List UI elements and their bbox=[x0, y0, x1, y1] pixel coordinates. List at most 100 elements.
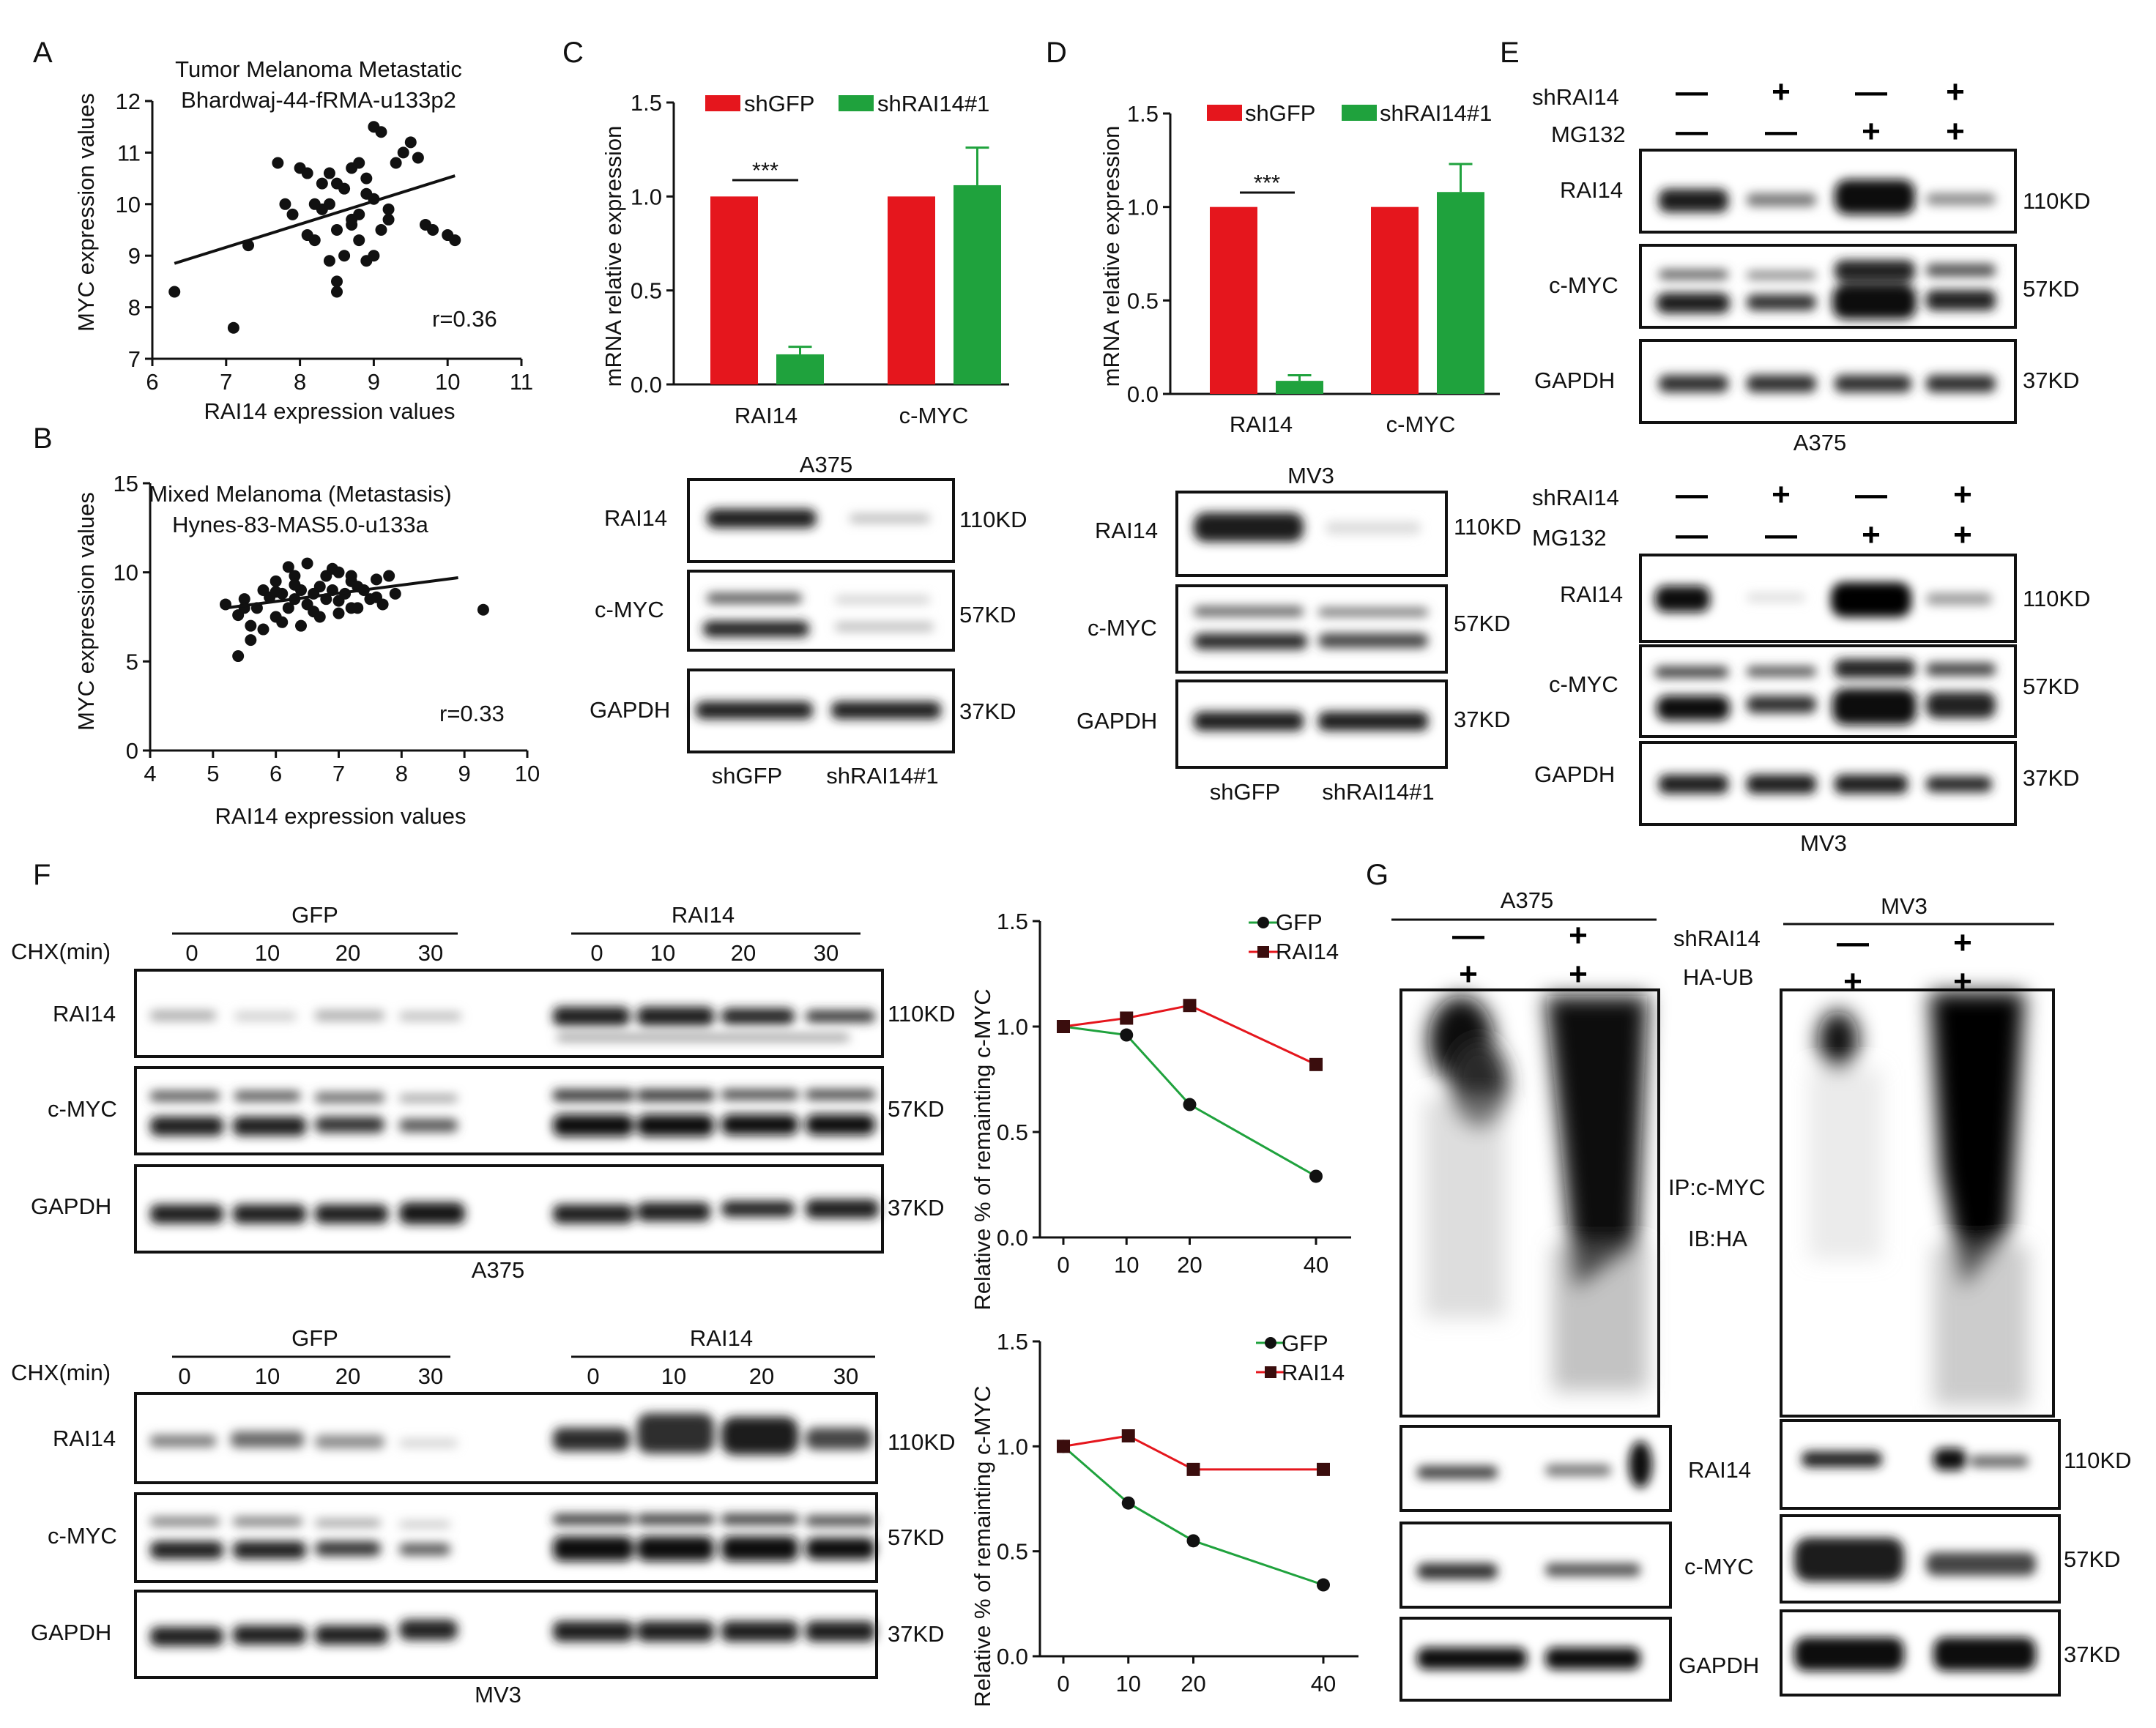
panel-f-a375-point-RAI14 bbox=[1309, 1057, 1323, 1071]
panel-a-regression-line bbox=[174, 174, 456, 265]
panel-a-y-tick-label: 12 bbox=[116, 89, 141, 114]
panel-f-top-label-cmyc: c-MYC bbox=[48, 1096, 117, 1122]
panel-letter-a: A bbox=[33, 37, 53, 69]
panel-g-ib-label: IB:HA bbox=[1688, 1226, 1747, 1251]
panel-f-a375-x-tick-label: 40 bbox=[1304, 1252, 1328, 1278]
panel-a-point bbox=[323, 198, 335, 210]
panel-letter-c: C bbox=[562, 37, 584, 69]
panel-b-point bbox=[270, 586, 282, 598]
panel-e-bottom-kd-110: 110KD bbox=[2023, 586, 2091, 611]
panel-g-ip-label: IP:c-MYC bbox=[1668, 1174, 1766, 1200]
panel-b-x-tick-label: 6 bbox=[270, 761, 282, 786]
panel-f-a375-point-RAI14 bbox=[1183, 999, 1197, 1013]
panel-g-mv3-sign-shrai14: + bbox=[1953, 925, 1972, 961]
panel-f-mv3-y-tick-label: 0.0 bbox=[997, 1644, 1028, 1669]
panel-f-a375-ylabel: Relative % of remainting c-MYC bbox=[970, 988, 995, 1310]
panel-f-bottom-time-gfp: 10 bbox=[255, 1363, 280, 1389]
panel-f-mv3-y-tick-label: 1.5 bbox=[997, 1329, 1028, 1355]
panel-e-row-shrai14-top: shRAI14 bbox=[1532, 84, 1619, 110]
panel-b-x-tick-label: 9 bbox=[458, 761, 471, 786]
panel-b-y-tick-label: 5 bbox=[126, 649, 138, 674]
panel-f-a375-point-GFP bbox=[1309, 1169, 1323, 1183]
panel-f-mv3-x-tick-label: 0 bbox=[1057, 1671, 1069, 1697]
panel-a-r-value: r=0.36 bbox=[432, 306, 497, 332]
panel-e-sign-shrai14: + bbox=[1772, 477, 1791, 513]
panel-b-point bbox=[257, 623, 270, 636]
panel-b-y-tick-label: 10 bbox=[114, 560, 138, 586]
panel-a-point bbox=[168, 286, 181, 298]
panel-g-label-cmyc: c-MYC bbox=[1684, 1554, 1754, 1579]
panel-f-mv3-y-tick-label: 1.0 bbox=[997, 1434, 1028, 1459]
panel-g-label-rai14: RAI14 bbox=[1688, 1457, 1751, 1483]
panel-a-ylabel: MYC expression values bbox=[73, 93, 99, 332]
panel-e-top-label-cmyc: c-MYC bbox=[1549, 272, 1618, 298]
panel-b-point bbox=[352, 602, 364, 614]
panel-c-group-cmyc: c-MYC bbox=[899, 403, 969, 428]
panel-a-x-tick-label: 8 bbox=[294, 369, 306, 395]
panel-d-blot-cmyc bbox=[1175, 584, 1448, 674]
panel-e-sign-mg132: + bbox=[1953, 517, 1972, 553]
panel-f-a375-x-tick-label: 0 bbox=[1057, 1252, 1069, 1278]
panel-f-bottom-times: 0 10 20 30 0 10 20 30 bbox=[178, 1363, 858, 1389]
panel-e-row-mg132-top: MG132 bbox=[1551, 122, 1626, 147]
panel-g-a375-sign-haub: + bbox=[1459, 956, 1478, 992]
panel-b-point bbox=[245, 619, 257, 632]
panel-b-point bbox=[238, 593, 250, 606]
panel-f-top-time-gfp: 0 bbox=[185, 940, 198, 966]
panel-g-mv3-sign-shrai14: — bbox=[1837, 925, 1869, 961]
panel-f-a375-point-RAI14 bbox=[1120, 1011, 1134, 1025]
panel-f-top-kd-110: 110KD bbox=[888, 1001, 956, 1027]
panel-a-points bbox=[168, 121, 461, 334]
panel-a-x-tick-label: 6 bbox=[146, 369, 158, 395]
panel-b-point bbox=[289, 570, 301, 582]
panel-d-ylabel: mRNA relative expression bbox=[1099, 126, 1124, 387]
panel-f-mv3-ylabel: Relative % of remainting c-MYC bbox=[970, 1385, 995, 1707]
panel-a-y-tick-label: 8 bbox=[128, 295, 141, 321]
panel-a-point bbox=[331, 275, 343, 288]
panel-b-point bbox=[270, 575, 282, 587]
panel-a-y-tick-label: 11 bbox=[117, 140, 141, 165]
panel-e-sign-mg132: — bbox=[1676, 517, 1708, 553]
panel-a-point bbox=[323, 255, 335, 267]
panel-d-kd-37: 37KD bbox=[1454, 707, 1511, 732]
panel-g-kd-37: 37KD bbox=[2064, 1642, 2121, 1667]
panel-f-bottom-time-gfp: 0 bbox=[178, 1363, 190, 1389]
panel-a-point bbox=[427, 224, 439, 236]
panel-f-mv3-x-tick-label: 20 bbox=[1181, 1671, 1205, 1697]
panel-e-sign-shrai14: + bbox=[1953, 477, 1972, 513]
panel-e-sign-shrai14: — bbox=[1855, 74, 1887, 110]
panel-c-label-cmyc: c-MYC bbox=[595, 597, 664, 622]
panel-g-cell-a375: A375 bbox=[1501, 887, 1553, 913]
panel-b-points bbox=[220, 557, 489, 663]
panel-e-cell-mv3: MV3 bbox=[1800, 830, 1847, 856]
panel-f-mv3-point-GFP bbox=[1121, 1496, 1135, 1510]
panel-f-mv3-legend-marker bbox=[1265, 1366, 1276, 1378]
panel-d-y-tick-label: 0.5 bbox=[1127, 288, 1159, 313]
panel-e-bottom-kd-37: 37KD bbox=[2023, 765, 2080, 791]
panel-e-sign-mg132: + bbox=[1946, 113, 1965, 149]
panel-e-bottom-kd-57: 57KD bbox=[2023, 674, 2080, 699]
panel-f-a375-line-GFP bbox=[1063, 1025, 1317, 1177]
panel-letter-d: D bbox=[1046, 37, 1067, 69]
panel-b-point bbox=[371, 573, 382, 586]
panel-c-label-rai14: RAI14 bbox=[604, 505, 667, 531]
panel-e-sign-mg132: + bbox=[1862, 113, 1881, 149]
panel-e-sign-mg132: — bbox=[1676, 113, 1708, 149]
panel-f-mv3-point-RAI14 bbox=[1121, 1429, 1135, 1442]
panel-f-top-time-rai14: 20 bbox=[731, 940, 756, 966]
panel-b-point bbox=[389, 587, 401, 600]
panel-e-top-kd-57: 57KD bbox=[2023, 276, 2080, 302]
panel-c-legend-shrai14: shRAI14#1 bbox=[877, 91, 989, 116]
panel-f-mv3-legend-gfp: GFP bbox=[1282, 1330, 1328, 1356]
panel-b-point bbox=[232, 650, 245, 663]
panel-b-point bbox=[282, 602, 294, 614]
panel-b-title-2: Hynes-83-MAS5.0-u133a bbox=[172, 512, 429, 537]
panel-f-a375-point-RAI14 bbox=[1057, 1020, 1070, 1033]
panel-f-top-time-rai14: 10 bbox=[650, 940, 675, 966]
panel-g-row-haub: HA-UB bbox=[1683, 964, 1753, 990]
panel-b-scatter: Mixed Melanoma (Metastasis) Hynes-83-MAS… bbox=[73, 471, 540, 829]
panel-c-kd-37: 37KD bbox=[959, 699, 1016, 724]
panel-f-a375-legend-marker bbox=[1257, 946, 1269, 958]
panel-c-legend-swatch-shrai14 bbox=[839, 95, 874, 111]
panel-f-a375-blot-cmyc bbox=[134, 1066, 884, 1155]
